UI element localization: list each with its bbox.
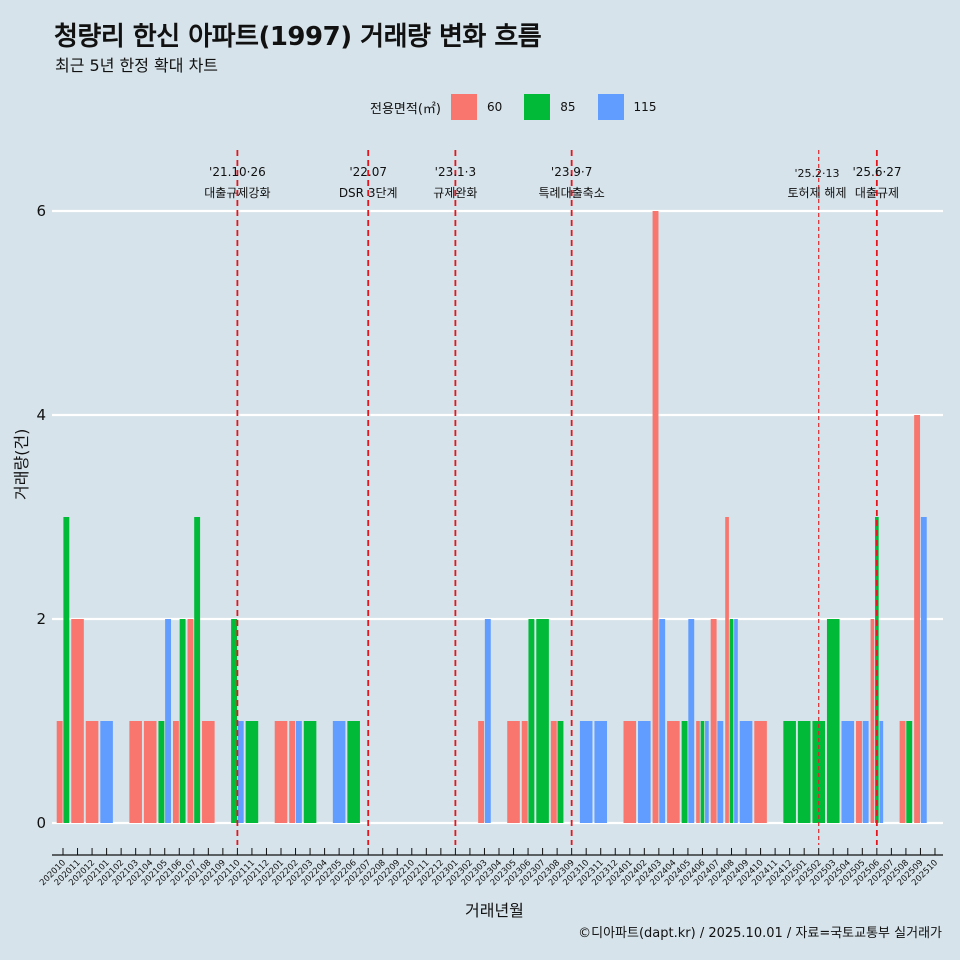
bar-202402-115 <box>638 721 651 823</box>
y-tick-labels: 0 2 4 6 <box>36 202 46 832</box>
event-description-label: 대출규제 <box>855 186 899 200</box>
event-description-label: 대출규제강화 <box>204 186 270 200</box>
bar-202103-60 <box>129 721 142 823</box>
bar-202107-85 <box>194 517 201 823</box>
bar-202508-85 <box>906 721 913 823</box>
event-date-label: '25.2·13 <box>794 167 839 180</box>
bar-202105-85 <box>158 721 165 823</box>
bar-202506-115 <box>879 721 884 823</box>
bar-202104-60 <box>143 721 157 823</box>
bar-202504-115 <box>841 721 855 823</box>
bar-202308-60 <box>550 721 557 823</box>
bar-202303-115 <box>484 619 491 823</box>
event-date-label: '23.1·3 <box>435 165 476 179</box>
bar-202111-85 <box>245 721 259 823</box>
legend-title: 전용면적(㎡) <box>370 101 441 117</box>
bar-202405-85 <box>681 721 688 823</box>
y-tick-label: 6 <box>36 202 46 220</box>
y-tick-label: 4 <box>36 406 46 424</box>
bar-202408-85 <box>729 619 734 823</box>
y-tick-label: 2 <box>36 610 46 628</box>
bar-202303-60 <box>478 721 485 823</box>
bar-202202-115 <box>295 721 302 823</box>
legend: 전용면적(㎡) 60 85 115 <box>370 93 656 121</box>
bar-202206-85 <box>347 721 360 823</box>
chart-subtitle: 최근 5년 한정 확대 차트 <box>55 56 219 75</box>
bar-202110-85 <box>231 619 237 823</box>
bar-202101-115 <box>100 721 113 823</box>
event-description-label: DSR 3단계 <box>339 186 398 200</box>
bar-202308-85 <box>557 721 564 823</box>
bar-202305-60 <box>507 721 520 823</box>
event-description-label: 특례대출축소 <box>539 186 605 200</box>
bar-202011-60 <box>71 619 84 823</box>
bar-202408-115 <box>734 619 738 823</box>
bar-202509-115 <box>920 517 927 823</box>
bar-202509-60 <box>914 415 921 823</box>
bar-202407-115 <box>717 721 724 823</box>
bar-202306-60 <box>521 721 528 823</box>
bar-202107-60 <box>187 619 194 823</box>
bar-202412-85 <box>783 721 796 823</box>
bar-202307-85 <box>536 619 549 823</box>
legend-label-85: 85 <box>560 100 576 114</box>
event-date-label: '21.10·26 <box>209 165 266 179</box>
bar-202408-60 <box>725 517 729 823</box>
bar-202409-115 <box>739 721 753 823</box>
bar-202311-115 <box>594 721 608 823</box>
event-date-label: '25.6·27 <box>852 165 901 179</box>
bar-202306-85 <box>528 619 535 823</box>
x-axis-title: 거래년월 <box>465 901 524 920</box>
bar-202012-60 <box>85 721 99 823</box>
event-description-label: 토허제 해제 <box>787 186 846 200</box>
bar-202106-60 <box>172 721 179 823</box>
bar-202105-115 <box>165 619 172 823</box>
legend-key-60 <box>450 94 477 120</box>
bar-202310-115 <box>579 721 593 823</box>
bar-202401-60 <box>623 721 637 823</box>
bar-202404-60 <box>667 721 680 823</box>
bar-202405-115 <box>688 619 695 823</box>
legend-label-60: 60 <box>486 100 503 114</box>
event-date-label: '23.9·7 <box>551 165 592 179</box>
bar-202505-115 <box>862 721 869 823</box>
bar-202501-85 <box>797 721 811 823</box>
bar-202201-60 <box>274 721 288 823</box>
bar-202406-115 <box>705 721 709 823</box>
y-axis-title: 거래량(건) <box>12 428 31 500</box>
bar-202110-115 <box>237 721 244 823</box>
source-caption: ©디아파트(dapt.kr) / 2025.10.01 / 자료=국토교통부 실… <box>578 926 942 941</box>
event-date-label: '22.07 <box>349 165 387 179</box>
bar-202202-60 <box>289 721 296 823</box>
y-tick-label: 0 <box>36 814 46 832</box>
chart-title: 청량리 한신 아파트(1997) 거래량 변화 흐름 <box>54 22 542 52</box>
bar-202403-115 <box>659 619 666 823</box>
event-annotations: '21.10·26 대출규제강화 '22.07 DSR 3단계 '23.1·3 규제완화 '… <box>204 165 901 200</box>
legend-key-85 <box>524 94 551 120</box>
bar-202406-85 <box>700 721 705 823</box>
bar-202506-60 <box>870 619 875 823</box>
x-axis: 2020102020112020122021012021022021032021… <box>38 848 943 888</box>
bars <box>56 211 927 823</box>
bar-202403-60 <box>652 211 659 823</box>
bar-202503-85 <box>826 619 840 823</box>
bar-202106-85 <box>179 619 186 823</box>
legend-key-115 <box>597 94 624 120</box>
bar-202010-85 <box>63 517 70 823</box>
bar-202410-60 <box>754 721 767 823</box>
legend-label-115: 115 <box>633 100 657 114</box>
bar-202205-115 <box>332 721 346 823</box>
bar-202407-60 <box>710 619 717 823</box>
bar-202203-85 <box>303 721 317 823</box>
bar-202502-85 <box>812 721 825 823</box>
bar-202108-60 <box>202 721 215 823</box>
bar-202406-60 <box>696 721 700 823</box>
event-lines <box>236 150 878 845</box>
bar-202010-60 <box>56 721 63 823</box>
event-description-label: 규제완화 <box>433 186 477 200</box>
bar-202505-60 <box>856 721 862 823</box>
bar-202508-60 <box>899 721 906 823</box>
